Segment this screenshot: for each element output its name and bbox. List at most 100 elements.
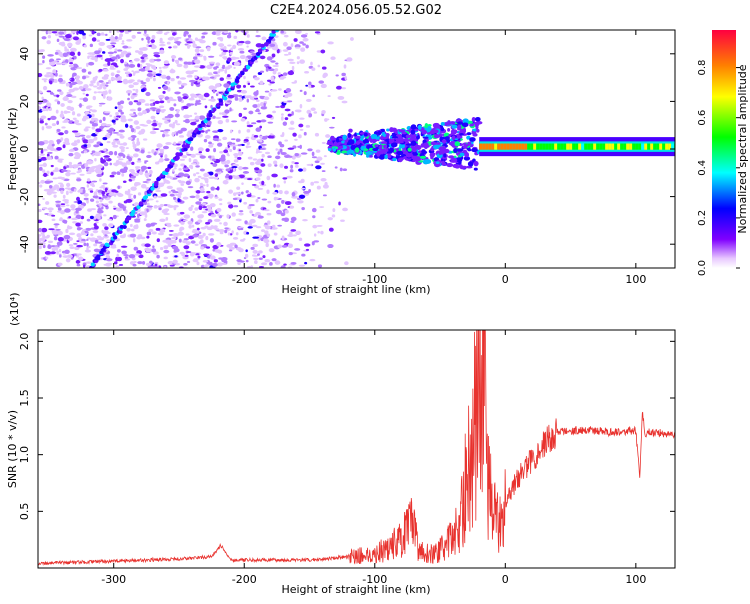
colorbar: 0.00.20.40.60.8 Normalized spectral ampl…: [697, 30, 749, 276]
spectral-blob: [151, 231, 157, 235]
spectral-blob: [208, 113, 213, 118]
spectral-blob: [116, 249, 121, 253]
spectral-blob: [174, 91, 181, 95]
spectral-blob: [210, 214, 217, 218]
spectral-blob: [194, 112, 198, 115]
spectral-blob: [160, 109, 165, 113]
steady-band-core: [554, 143, 558, 150]
spectral-blob: [85, 227, 92, 231]
spectral-blob: [102, 222, 107, 227]
spectral-blob: [121, 250, 127, 255]
spectral-blob: [208, 261, 213, 266]
spectral-blob: [239, 54, 246, 60]
spectral-blob: [399, 143, 406, 149]
spectral-blob: [210, 225, 215, 229]
spectral-blob: [127, 30, 132, 33]
spectral-blob: [146, 119, 152, 124]
spectral-blob: [174, 255, 178, 258]
spectral-blob: [38, 155, 42, 160]
steady-band-core: [485, 143, 489, 150]
spectral-blob: [214, 169, 221, 172]
spectral-blob: [58, 132, 64, 136]
spectral-blob: [47, 244, 52, 250]
spectral-blob: [268, 56, 274, 59]
spectral-blob: [192, 173, 197, 177]
spectral-blob: [200, 246, 205, 250]
spectral-blob: [304, 70, 310, 74]
spectral-blob: [155, 227, 161, 231]
spectral-blob: [91, 180, 98, 183]
spectral-blob: [454, 141, 460, 147]
spectral-blob: [48, 140, 54, 145]
spectral-blob: [285, 88, 292, 93]
spectral-blob: [116, 49, 123, 52]
spectral-blob: [249, 161, 255, 166]
spectral-blob: [94, 239, 99, 244]
spectral-blob: [272, 224, 276, 229]
spectral-blob: [214, 228, 220, 231]
colorbar-gradient: [712, 30, 736, 268]
spectral-blob: [466, 132, 472, 136]
spectral-blob: [232, 236, 239, 240]
spectral-blob: [233, 152, 239, 157]
spectral-blob: [313, 181, 319, 184]
spectral-blob: [96, 173, 103, 178]
spectral-blob: [98, 104, 103, 107]
spectral-blob: [182, 120, 190, 122]
spectral-blob: [91, 150, 96, 153]
spectral-blob: [43, 80, 47, 83]
spectral-blob: [199, 65, 206, 69]
spectral-blob: [92, 230, 99, 234]
spectral-blob: [93, 225, 99, 230]
spectral-blob: [114, 190, 119, 193]
spectral-blob: [38, 203, 41, 207]
spectral-blob: [168, 46, 172, 49]
spectral-blob: [178, 238, 182, 243]
spectral-blob: [162, 133, 166, 138]
spectral-blob: [291, 161, 295, 164]
spectral-blob: [194, 243, 199, 246]
spectral-blob: [315, 165, 322, 170]
spectral-blob: [213, 147, 217, 153]
colorbar-tick-label: 0.2: [697, 210, 708, 226]
spectral-blob: [138, 98, 145, 102]
spectral-blob: [114, 48, 118, 52]
spectral-blob: [99, 125, 104, 130]
spectral-blob: [89, 108, 93, 112]
spectral-blob: [305, 32, 308, 35]
steady-band-core: [629, 143, 633, 150]
colorbar-tick-label: 0.6: [697, 110, 708, 126]
spectral-blob: [268, 92, 272, 97]
spectral-blob: [164, 154, 168, 159]
spectral-blob: [267, 121, 274, 124]
spectral-blob: [90, 198, 95, 202]
spectral-blob: [262, 255, 266, 259]
spectral-blob: [308, 84, 312, 89]
spectral-blob: [46, 72, 53, 75]
spectral-blob: [82, 75, 86, 80]
spectral-blob: [169, 264, 175, 267]
spectral-blob: [159, 203, 164, 207]
spectral-blob: [85, 169, 89, 172]
spectral-blob: [63, 165, 67, 170]
spectral-blob: [213, 218, 221, 222]
spectral-blob: [293, 38, 298, 42]
spectral-blob: [244, 95, 250, 99]
spectral-blob: [281, 199, 285, 204]
spectral-blob: [116, 30, 120, 33]
spectral-blob: [159, 100, 165, 104]
spectral-blob: [53, 184, 60, 189]
spectral-blob: [215, 74, 221, 77]
spectral-blob: [78, 86, 84, 90]
spectral-blob: [102, 137, 108, 141]
spectral-blob: [108, 223, 114, 228]
spectral-blob: [66, 165, 70, 168]
spectral-blob: [145, 77, 151, 83]
spectral-blob: [50, 191, 58, 194]
spectral-blob: [208, 85, 215, 90]
spectral-blob: [200, 98, 207, 101]
spectral-blob: [397, 157, 403, 163]
spectral-blob: [147, 70, 153, 73]
spectral-blob: [42, 244, 46, 249]
